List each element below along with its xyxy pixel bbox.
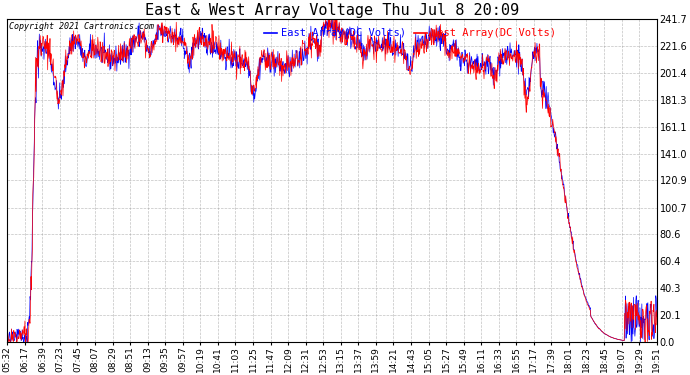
Title: East & West Array Voltage Thu Jul 8 20:09: East & West Array Voltage Thu Jul 8 20:0… (145, 3, 519, 18)
Legend: East Array(DC Volts), West Array(DC Volts): East Array(DC Volts), West Array(DC Volt… (260, 24, 560, 42)
Text: Copyright 2021 Cartronics.com: Copyright 2021 Cartronics.com (8, 22, 154, 31)
